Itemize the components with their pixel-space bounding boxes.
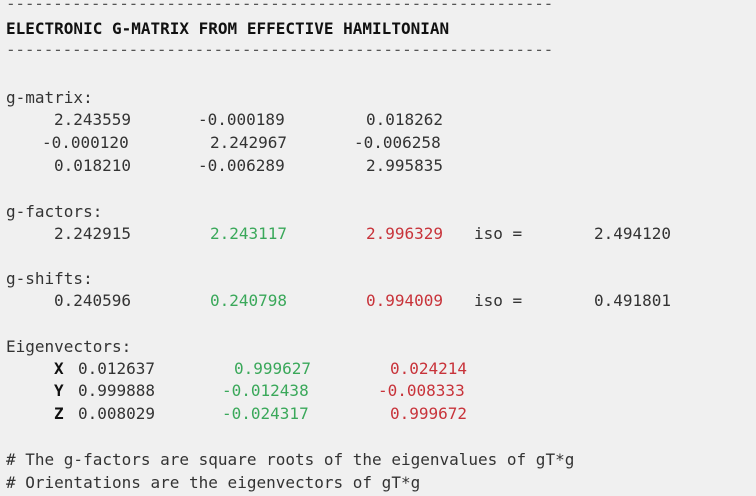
gmatrix-cell: 2.242967 (210, 133, 288, 152)
section-title: ELECTRONIC G-MATRIX FROM EFFECTIVE HAMIL… (6, 19, 450, 38)
gmatrix-label: g-matrix: (6, 88, 93, 107)
gmatrix-cell: 2.243559 (54, 110, 132, 129)
eigen-value: 0.999888 (78, 381, 156, 400)
eigen-value: 0.999627 (234, 359, 312, 378)
eigen-value: -0.012438 (222, 381, 309, 400)
eigen-axis-y: Y (54, 381, 64, 400)
gshift-value: 0.240798 (210, 291, 288, 310)
gmatrix-cell: 0.018262 (366, 110, 444, 129)
gshifts-iso-label: iso = (474, 291, 523, 310)
eigen-value: 0.999672 (390, 404, 468, 423)
gfactor-value: 2.996329 (366, 224, 444, 243)
gmatrix-cell: -0.000120 (42, 133, 129, 152)
eigen-value: 0.012637 (78, 359, 156, 378)
gshift-value: 0.240596 (54, 291, 132, 310)
gshift-value: 0.994009 (366, 291, 444, 310)
gfactors-iso-value: 2.494120 (594, 224, 672, 243)
note-line: # The g-factors are square roots of the … (6, 450, 575, 469)
eigen-axis-z: Z (54, 404, 64, 423)
gmatrix-cell: 2.995835 (366, 156, 444, 175)
gmatrix-cell: 0.018210 (54, 156, 132, 175)
eigen-value: -0.008333 (378, 381, 465, 400)
eigen-value: 0.024214 (390, 359, 468, 378)
eigen-value: 0.008029 (78, 404, 156, 423)
gmatrix-cell: -0.000189 (198, 110, 285, 129)
note-line: # Orientations are the eigenvectors of g… (6, 473, 421, 492)
gmatrix-cell: -0.006258 (354, 133, 441, 152)
gfactors-iso-label: iso = (474, 224, 523, 243)
header-rule-top: ----------------------------------------… (6, 0, 554, 13)
gmatrix-cell: -0.006289 (198, 156, 285, 175)
gshifts-iso-value: 0.491801 (594, 291, 672, 310)
header-rule-bottom: ----------------------------------------… (6, 40, 554, 59)
eigen-axis-x: X (54, 359, 64, 378)
gfactor-value: 2.242915 (54, 224, 132, 243)
eigen-value: -0.024317 (222, 404, 309, 423)
gfactors-label: g-factors: (6, 202, 103, 221)
eigenvectors-label: Eigenvectors: (6, 337, 132, 356)
gshifts-label: g-shifts: (6, 269, 93, 288)
gfactor-value: 2.243117 (210, 224, 288, 243)
